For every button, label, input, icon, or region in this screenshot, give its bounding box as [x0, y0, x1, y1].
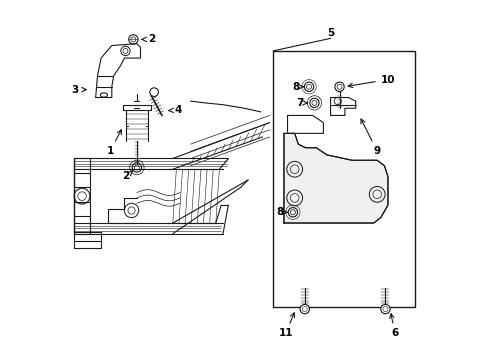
Circle shape — [300, 305, 309, 314]
Text: 8: 8 — [292, 82, 303, 92]
Text: 6: 6 — [389, 314, 398, 338]
Polygon shape — [284, 134, 387, 223]
Text: 4: 4 — [168, 105, 182, 115]
Text: 10: 10 — [347, 75, 394, 87]
Text: 3: 3 — [71, 85, 86, 95]
Text: 7: 7 — [296, 98, 306, 108]
Text: 5: 5 — [326, 28, 333, 38]
Text: 2: 2 — [142, 35, 155, 44]
Text: 8: 8 — [276, 207, 286, 217]
Text: 9: 9 — [360, 119, 380, 156]
Circle shape — [380, 305, 389, 314]
Circle shape — [149, 88, 158, 96]
Text: 2: 2 — [122, 171, 132, 181]
Bar — [273, 51, 414, 307]
Text: 1: 1 — [106, 130, 121, 156]
Text: 11: 11 — [278, 313, 294, 338]
